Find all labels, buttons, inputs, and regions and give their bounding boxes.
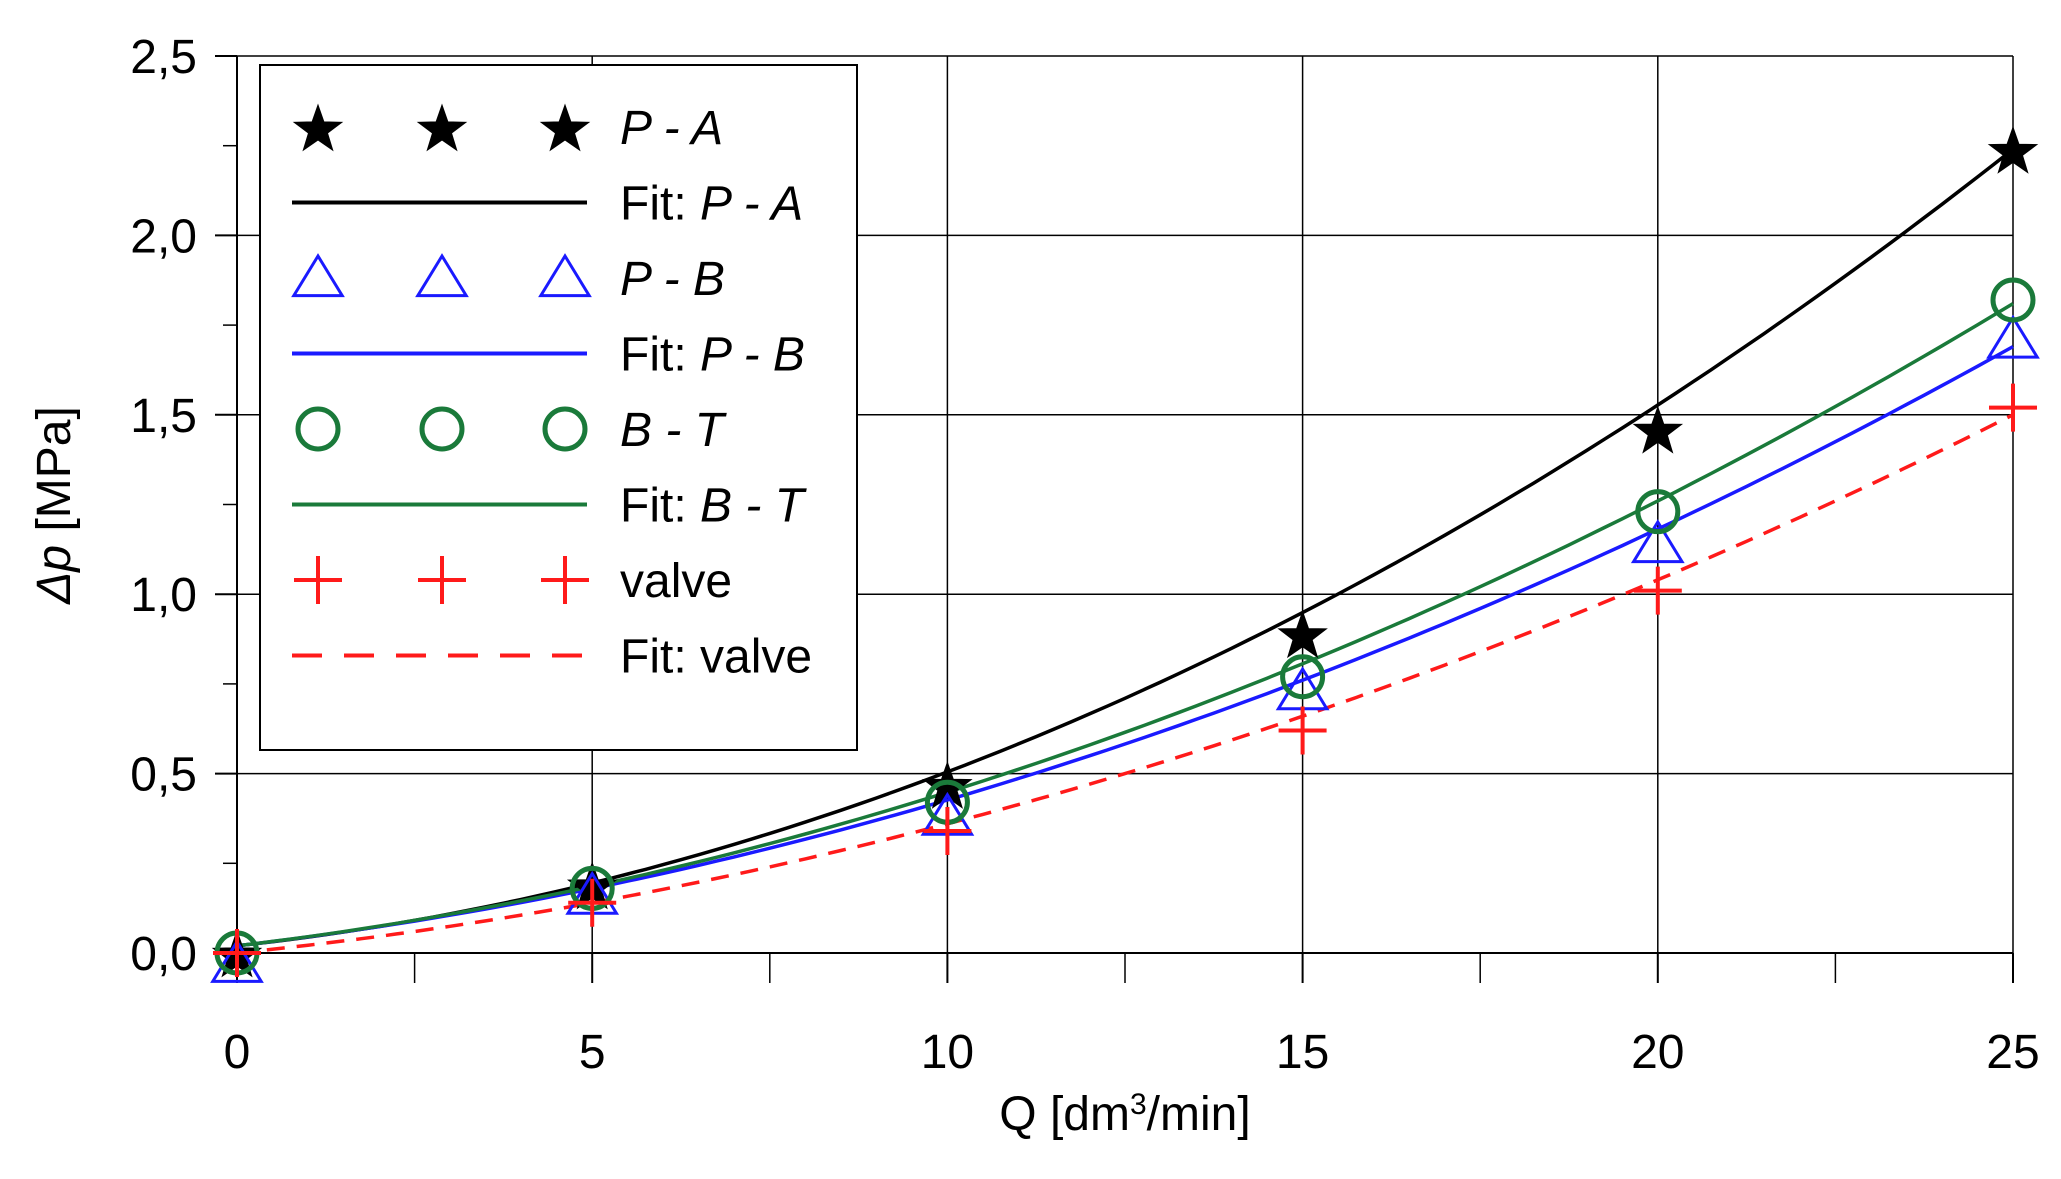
x-axis-title-sup: 3 <box>1130 1088 1147 1121</box>
legend-fit-name: P - A <box>700 178 803 231</box>
y-tick-label: 1,0 <box>130 569 197 622</box>
legend-marker-valve <box>418 556 466 604</box>
legend-marker-pb <box>291 253 345 298</box>
fit-curve-valve <box>236 413 2014 955</box>
data-point-pa <box>1632 405 1684 454</box>
legend-marker-pb <box>538 253 592 298</box>
data-point-bt <box>1990 277 2036 323</box>
data-point-valve <box>923 807 972 856</box>
x-axis-title-prefix: Q [dm <box>999 1088 1130 1141</box>
x-tick-label: 5 <box>579 1026 606 1079</box>
legend-label-valve: valve <box>620 555 732 608</box>
legend-marker-pa <box>539 103 591 152</box>
legend-marker-valve <box>294 556 342 604</box>
data-markers <box>210 125 2040 983</box>
data-point-pb <box>1986 314 2040 359</box>
legend-marker-pa <box>292 103 344 152</box>
legend-marker-pa <box>416 103 468 152</box>
legend-fit-label-bt: Fit: B - T <box>620 480 808 533</box>
data-point-valve <box>1278 706 1327 755</box>
y-axis-title-unit: [MPa] <box>28 406 81 545</box>
x-tick-label: 10 <box>921 1026 974 1079</box>
legend-fit-label-pa: Fit: P - A <box>620 178 803 231</box>
legend-fit-prefix: Fit: <box>620 178 700 231</box>
data-point-bt <box>1635 489 1681 535</box>
legend-fit-name: valve <box>700 631 812 684</box>
legend-marker-bt <box>542 406 588 452</box>
y-tick-label: 1,5 <box>130 390 197 443</box>
y-tick-label: 0,5 <box>130 749 197 802</box>
legend-fit-prefix: Fit: <box>620 480 700 533</box>
fit-curve-bt <box>236 302 2014 948</box>
fit-curves <box>236 147 2015 955</box>
legend-marker-bt <box>295 406 341 452</box>
y-tick-label: 0,0 <box>130 928 197 981</box>
x-axis-title: Q [dm3/min] <box>999 1088 1250 1141</box>
data-point-pa <box>1277 610 1328 659</box>
x-tick-label: 15 <box>1276 1026 1329 1079</box>
legend-marker-bt <box>419 406 465 452</box>
y-axis-title: Δp [MPa] <box>28 406 81 605</box>
data-point-valve <box>213 929 261 977</box>
legend-fit-prefix: Fit: <box>620 631 700 684</box>
ticks: 0 5 10 15 20 25 0,0 0,5 1,0 1,5 2,0 2,5 <box>130 31 2039 1079</box>
legend-fit-label-valve: Fit: valve <box>620 631 812 684</box>
x-tick-label: 0 <box>224 1026 251 1079</box>
legend-label-pb: P - B <box>620 253 725 306</box>
data-point-valve <box>1989 383 2037 432</box>
data-point-pa <box>1987 125 2039 174</box>
legend-fit-prefix: Fit: <box>620 329 700 382</box>
legend-marker-valve <box>541 556 589 604</box>
y-tick-label: 2,0 <box>130 210 197 263</box>
legend-label-bt: B - T <box>620 404 728 457</box>
legend-fit-name: B - T <box>700 480 808 533</box>
y-tick-label: 2,5 <box>130 31 197 84</box>
x-tick-label: 20 <box>1631 1026 1684 1079</box>
x-axis-title-suffix: /min] <box>1147 1088 1251 1141</box>
data-point-valve <box>1633 566 1682 615</box>
data-point-bt <box>1280 654 1326 700</box>
data-point-pb <box>1630 519 1685 564</box>
legend-marker-pb <box>415 253 469 298</box>
y-axis-title-symbol: Δp <box>28 545 81 605</box>
data-point-valve <box>568 878 617 927</box>
x-tick-label: 25 <box>1986 1026 2039 1079</box>
legend-fit-name: P - B <box>700 329 805 382</box>
legend-fit-label-pb: Fit: P - B <box>620 329 805 382</box>
data-point-pb <box>210 938 264 983</box>
legend-label-pa: P - A <box>620 102 723 155</box>
